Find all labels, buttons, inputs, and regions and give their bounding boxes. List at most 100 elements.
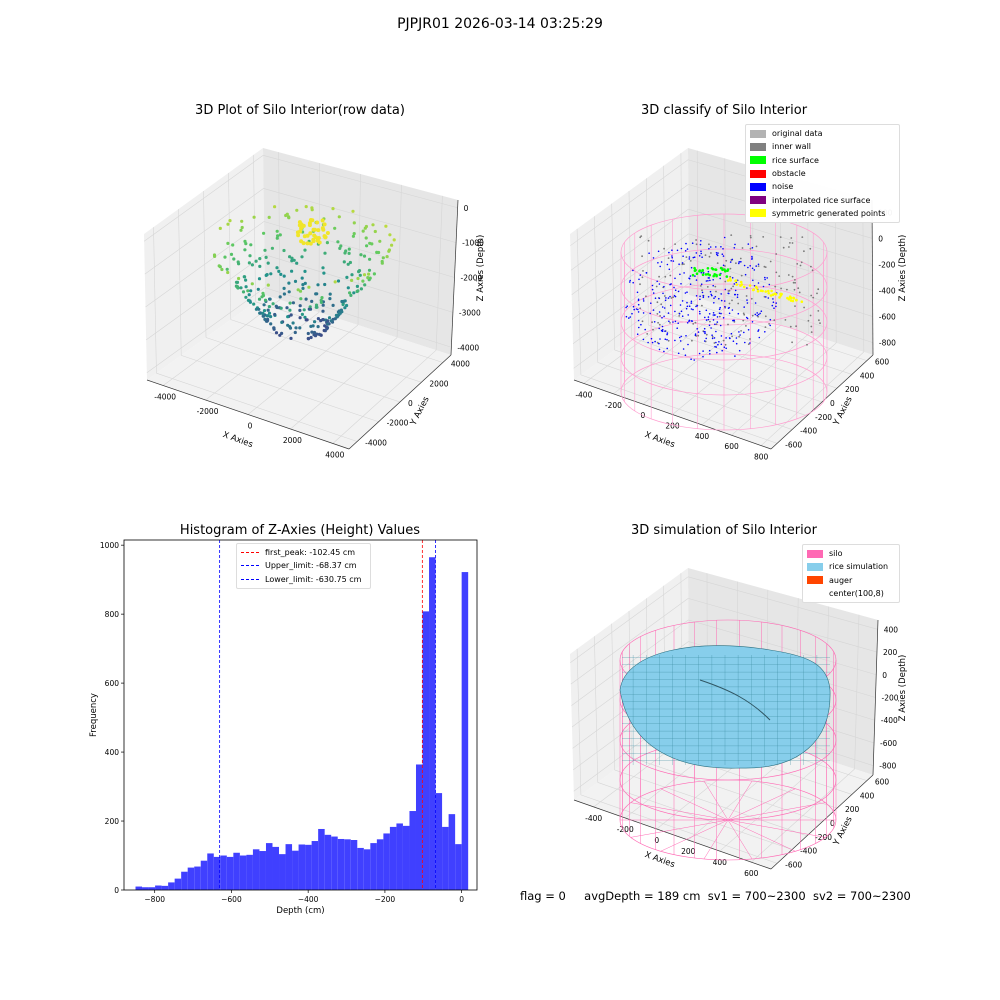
histogram-bar [461, 572, 469, 890]
inner-wall-point [709, 320, 711, 323]
noise-point [703, 330, 705, 333]
plot2-grid-z [688, 282, 874, 343]
legend-label: rice simulation [829, 562, 889, 572]
inner-wall-point [747, 343, 750, 346]
inner-wall-point [681, 263, 684, 266]
noise-point [689, 283, 692, 286]
silo-wire-spoke [630, 819, 729, 838]
histogram-bar [324, 834, 332, 890]
noise-point [693, 256, 696, 259]
noise-point [721, 253, 724, 255]
histogram-bar [344, 839, 351, 890]
plot4-z-tick-label: 200 [883, 648, 898, 657]
noise-point [629, 316, 632, 318]
plot4-x-tick-label: 0 [654, 836, 659, 845]
noise-point [664, 338, 667, 341]
noise-point [679, 304, 682, 306]
scatter-point [349, 293, 353, 297]
scatter-point [362, 273, 367, 277]
inner-wall-point [778, 275, 781, 277]
inner-wall-point [714, 285, 717, 288]
noise-point [650, 302, 652, 305]
inner-wall-point [730, 234, 733, 237]
inner-wall-point [641, 255, 643, 258]
noise-point [715, 341, 717, 344]
noise-point [666, 333, 668, 336]
noise-point [691, 242, 694, 244]
plot4-grid-y [580, 794, 778, 864]
symmetric-point [739, 284, 742, 287]
legend-label: Upper_limit: -68.37 cm [265, 561, 357, 571]
plot2-y-tick-label: -200 [815, 413, 832, 422]
noise-point [685, 307, 688, 310]
scatter-point [258, 257, 262, 261]
histogram-bar [422, 611, 430, 890]
noise-point [632, 269, 634, 272]
symmetric-point [789, 296, 793, 300]
inner-wall-point [791, 341, 793, 344]
noise-point [723, 236, 726, 239]
inner-wall-point [731, 335, 733, 338]
inner-wall-point [775, 253, 778, 255]
noise-point [756, 312, 758, 314]
inner-wall-point [789, 325, 792, 328]
scatter-point [314, 292, 318, 296]
noise-point [757, 330, 759, 332]
histogram-bar [181, 871, 188, 890]
legend-label: rice surface [772, 155, 819, 165]
inner-wall-point [782, 246, 785, 249]
scatter-point [306, 331, 310, 336]
inner-wall-point [755, 245, 758, 248]
scatter-point [275, 266, 279, 270]
plot4-z-axis-line [872, 619, 879, 776]
noise-point [714, 295, 717, 298]
noise-point [744, 341, 746, 344]
scatter-point [364, 236, 368, 240]
scatter-point [275, 229, 279, 233]
scatter-point [321, 266, 325, 270]
legend-item: center(100,8) [807, 587, 895, 600]
histogram-bar [389, 826, 397, 890]
histogram-bar [448, 814, 456, 890]
noise-point [688, 305, 691, 308]
noise-point [650, 337, 653, 340]
noise-point [671, 249, 673, 251]
legend-swatch [807, 549, 823, 558]
plot4-z-tick-label: 0 [882, 671, 887, 680]
rice-surface-point [714, 268, 718, 272]
noise-point [696, 328, 698, 330]
noise-point [751, 321, 754, 323]
noise-point [692, 256, 695, 259]
scatter-point [316, 325, 320, 329]
inner-wall-point [694, 321, 697, 324]
plot4-z-tick-label: -400 [881, 716, 898, 725]
rice-surface-point [694, 268, 697, 272]
scatter-point [352, 221, 356, 225]
scatter-point [295, 261, 299, 265]
noise-point [677, 290, 680, 293]
inner-wall-point [795, 325, 797, 328]
inner-wall-point [646, 333, 649, 335]
scatter-point [261, 314, 265, 318]
inner-wall-point [790, 237, 793, 239]
legend-line [241, 578, 259, 580]
scatter-point [308, 307, 313, 311]
histogram-bar [350, 840, 358, 890]
inner-wall-point [791, 242, 794, 244]
noise-point [654, 297, 657, 300]
legend-item: original data [750, 127, 895, 140]
inner-wall-point [797, 287, 800, 290]
scatter-point [316, 228, 321, 233]
noise-point [651, 284, 654, 287]
inner-wall-point [701, 289, 703, 292]
noise-point [688, 320, 690, 323]
histogram-bar [265, 843, 273, 890]
symmetric-point [769, 294, 773, 297]
noise-point [700, 252, 702, 255]
scatter-point [324, 325, 328, 329]
inner-wall-point [708, 255, 711, 258]
noise-point [712, 319, 715, 321]
scatter-point [328, 297, 332, 301]
plot2-y-tick-label: 600 [875, 358, 890, 367]
symmetric-point [739, 280, 743, 284]
